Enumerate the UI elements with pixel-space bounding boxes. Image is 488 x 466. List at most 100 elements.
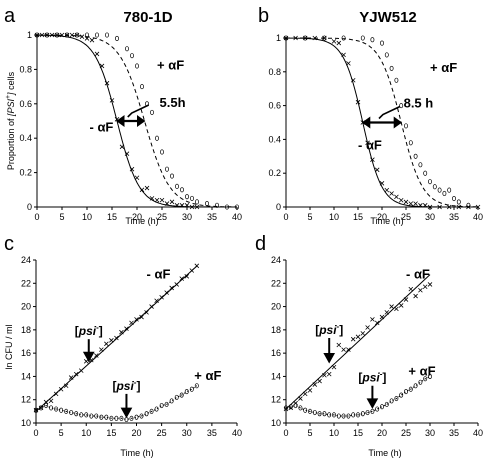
data-point-x	[134, 317, 139, 322]
panel-c-ylabel: ln CFU / ml	[4, 324, 14, 369]
psi-arrow-head	[323, 352, 336, 364]
data-point-x	[379, 181, 385, 186]
data-point-o	[135, 63, 139, 69]
panel-a-ylabel: Proportion of [PSI+] cells	[5, 71, 16, 170]
data-point-x	[129, 166, 135, 172]
data-point-x	[169, 199, 175, 205]
panel-b: b YJW512 Time (h) 0 5 10 15 20 25 30 35 40 0 0.2 0.…	[258, 5, 483, 226]
y-tick-label: 10	[271, 418, 281, 428]
data-point-o	[322, 35, 327, 41]
data-point-o	[130, 53, 134, 59]
data-point-o	[394, 77, 399, 83]
interval-arrowhead-left	[116, 115, 125, 127]
data-point-x	[94, 353, 99, 358]
data-point-x	[114, 335, 119, 341]
panel-d-xlabel: Time (h)	[368, 448, 401, 458]
data-point-o	[404, 389, 408, 395]
data-point-x	[39, 32, 45, 38]
data-point-o	[360, 411, 365, 417]
x-tick-label: 20	[377, 212, 387, 222]
data-point-x	[355, 99, 361, 105]
y-tick-label: 18	[271, 325, 281, 335]
data-point-x	[307, 388, 313, 393]
data-point-x	[124, 151, 130, 156]
data-point-x	[129, 320, 134, 326]
data-point-o	[404, 123, 408, 129]
y-tick-label: 14	[271, 371, 281, 381]
data-point-o	[34, 407, 38, 413]
x-tick-label: 0	[33, 428, 38, 438]
series-line-1	[37, 34, 237, 208]
y-tick-label: 24	[21, 255, 31, 265]
data-point-o	[389, 398, 394, 404]
data-point-x	[164, 201, 170, 206]
data-point-o	[125, 46, 129, 52]
data-point-x	[104, 80, 110, 86]
data-point-o	[384, 401, 389, 407]
annotation-label: + αF	[157, 57, 184, 72]
y-tick-label: 14	[21, 371, 31, 381]
data-point-o	[423, 376, 428, 382]
data-point-x	[99, 347, 104, 352]
data-point-x	[134, 175, 140, 181]
y-tick-label: 1	[276, 33, 281, 43]
data-point-o	[160, 149, 164, 155]
data-point-o	[452, 196, 456, 202]
data-point-o	[99, 414, 104, 420]
data-point-x	[63, 383, 69, 389]
data-point-o	[399, 103, 404, 109]
data-point-o	[159, 402, 164, 409]
annotation-label: - αF	[147, 267, 171, 282]
data-point-o	[312, 409, 317, 416]
data-point-x	[43, 399, 49, 405]
data-point-o	[169, 398, 174, 404]
data-point-o	[413, 153, 418, 159]
psi-arrow-head	[366, 398, 379, 409]
psi-minus-label: [psi-]	[358, 370, 386, 385]
data-point-x	[144, 185, 150, 191]
data-point-x	[374, 167, 380, 173]
data-point-o	[129, 415, 134, 421]
x-tick-label: 40	[473, 428, 483, 438]
psi-minus-label: [psi-]	[112, 378, 140, 393]
data-point-x	[398, 197, 404, 203]
annotation-label: + αF	[408, 363, 435, 378]
data-point-o	[194, 383, 199, 389]
panel-letter-d: d	[255, 233, 266, 255]
data-point-o	[322, 411, 327, 417]
series-line-1	[285, 375, 431, 417]
data-point-o	[341, 35, 346, 41]
data-point-x	[365, 140, 370, 146]
y-tick-label: 22	[271, 278, 281, 288]
data-point-x	[346, 61, 351, 66]
data-point-x	[119, 329, 124, 335]
panel-a-title: 780-1D	[123, 9, 172, 26]
data-point-x	[360, 331, 366, 336]
data-point-o	[104, 414, 109, 420]
data-point-x	[413, 201, 418, 206]
data-point-x	[408, 286, 414, 292]
data-point-o	[115, 35, 119, 41]
series-line-0	[286, 37, 478, 208]
data-point-o	[351, 412, 356, 418]
data-point-x	[312, 382, 318, 387]
data-point-x	[109, 338, 114, 343]
data-point-o	[225, 204, 229, 210]
data-point-o	[408, 140, 413, 146]
y-tick-label: 22	[21, 278, 31, 288]
data-point-o	[288, 404, 293, 410]
data-point-o	[327, 412, 332, 418]
y-tick-label: 0.2	[19, 168, 32, 178]
data-point-o	[75, 32, 79, 38]
data-point-o	[205, 201, 209, 207]
data-point-o	[49, 405, 54, 411]
x-tick-label: 25	[401, 428, 411, 438]
data-point-o	[195, 199, 199, 205]
data-point-o	[466, 202, 471, 208]
data-point-x	[53, 391, 59, 397]
data-point-x	[179, 202, 185, 208]
data-point-o	[375, 406, 380, 412]
data-point-o	[365, 409, 370, 416]
data-point-o	[105, 32, 109, 38]
data-point-x	[331, 364, 337, 370]
